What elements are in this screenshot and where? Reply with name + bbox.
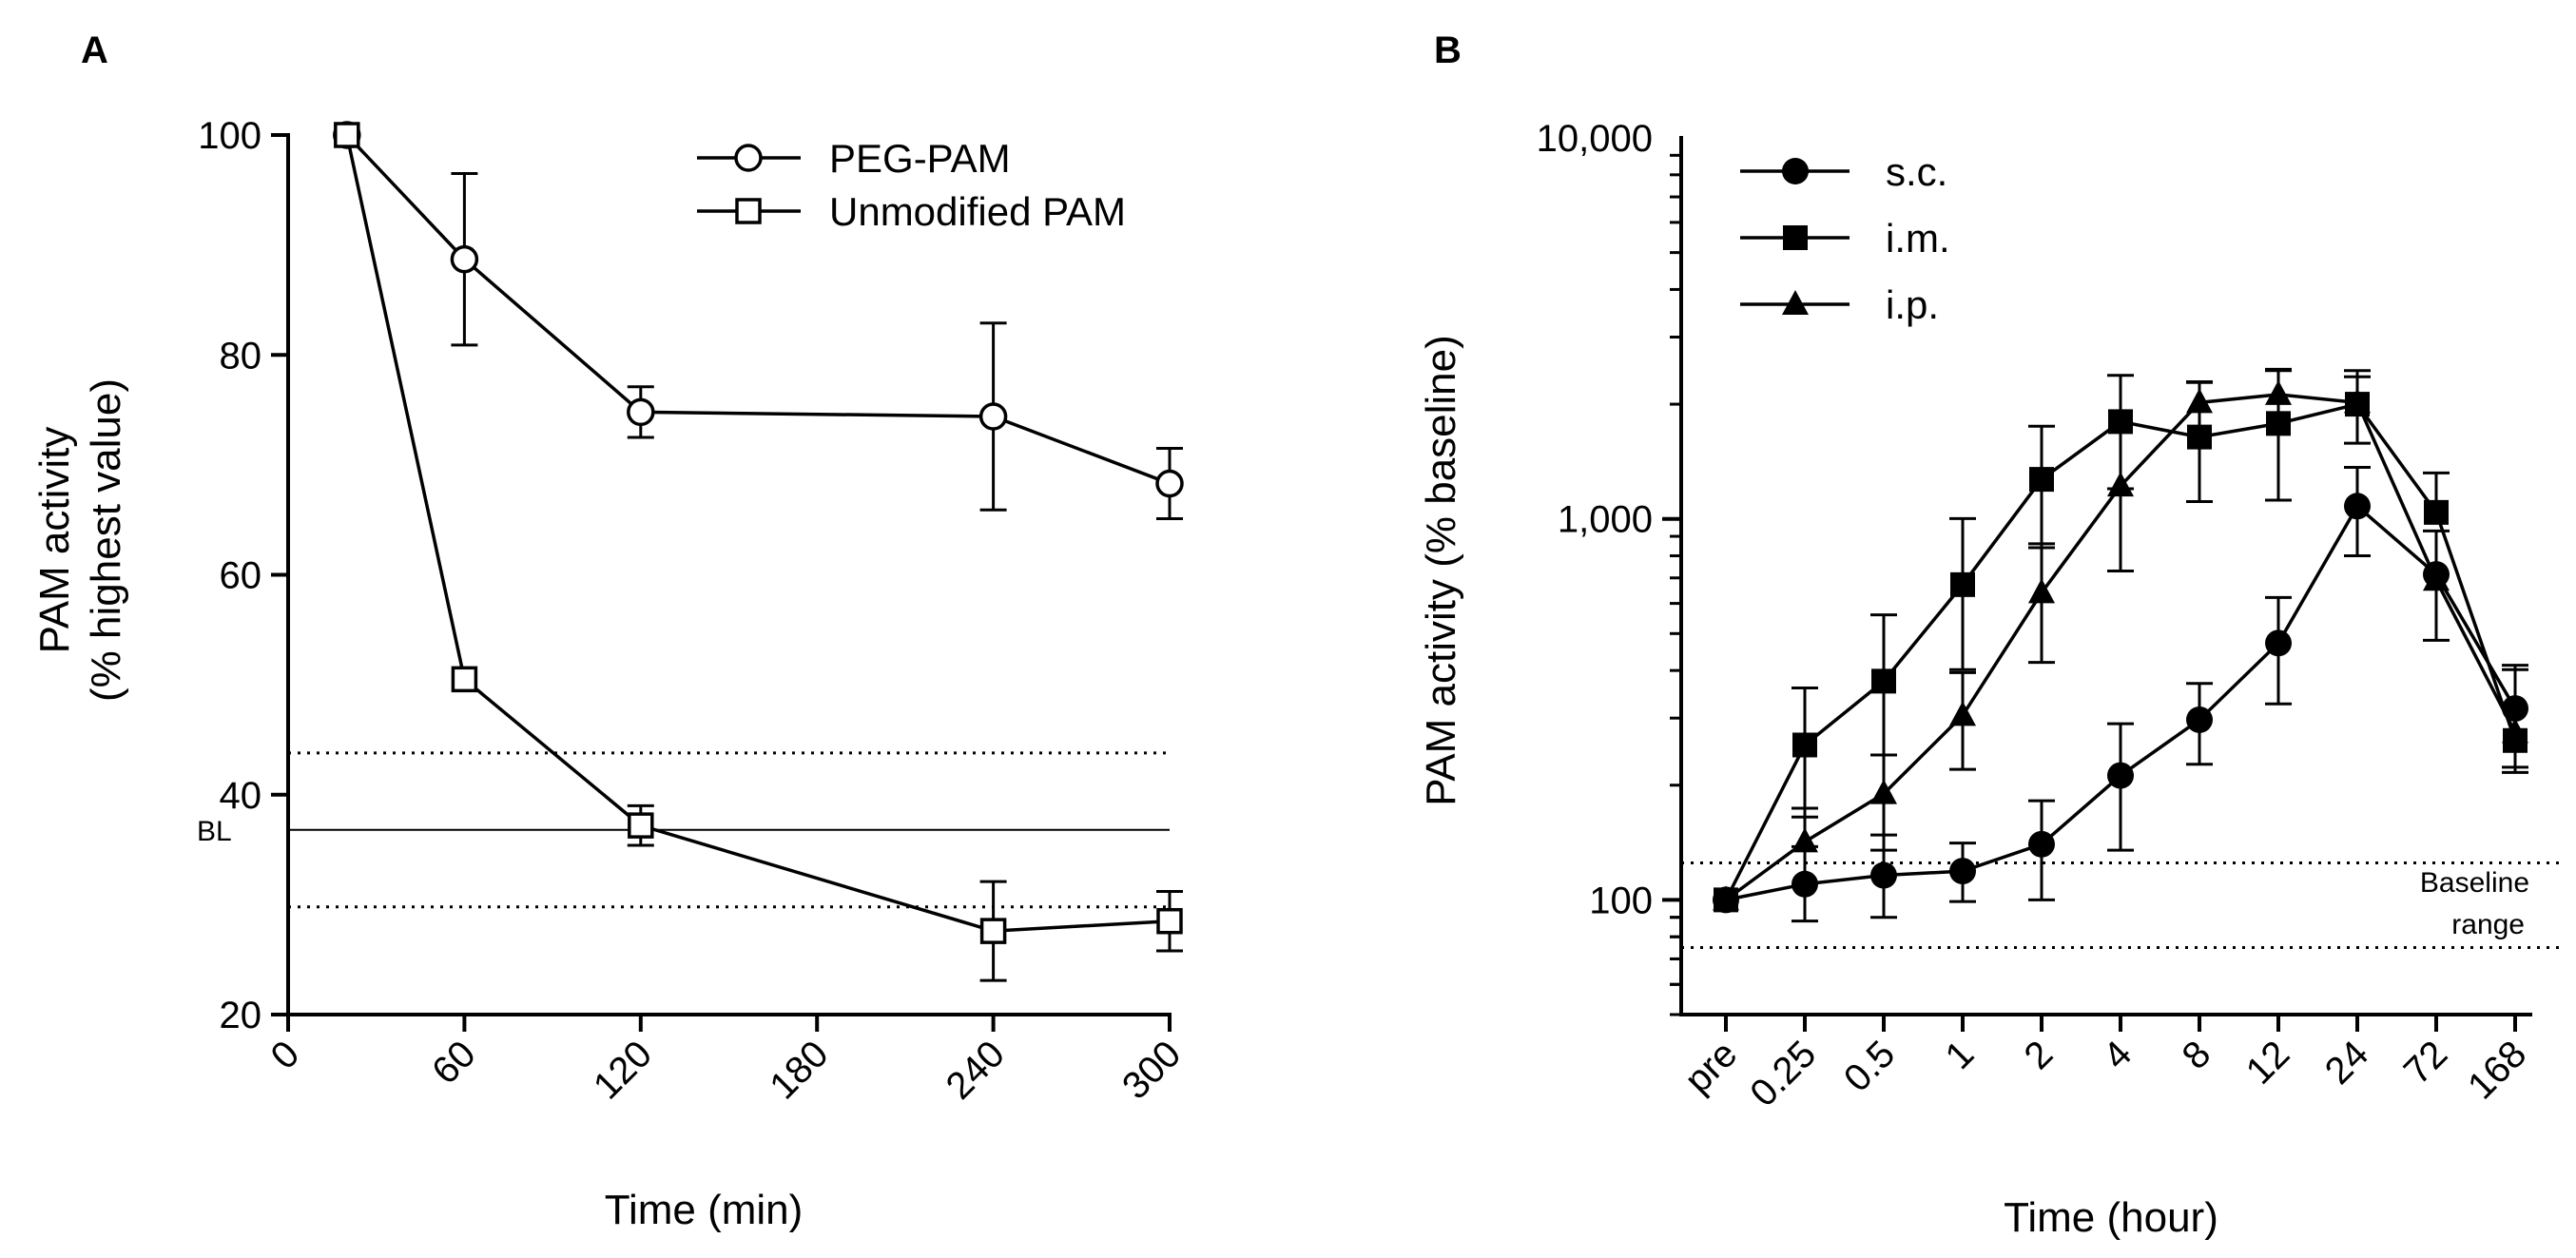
panel-a-y-tick-label: 40	[220, 775, 262, 817]
panel-b-series-i-p	[1713, 367, 2528, 911]
panel-a-x-tick-label: 240	[939, 1033, 1013, 1107]
panel-a-chart: A 20 40 60 80 100 0 60 120 180 240 300 PEG-PAM Unmo…	[31, 29, 1189, 1233]
panel-a-point-unmodified-pam	[1156, 907, 1183, 935]
panel-a-y-tick-label: 60	[220, 555, 262, 597]
panel-b-point-i-p	[2028, 578, 2055, 604]
panel-b-point-i-p	[2344, 388, 2371, 414]
panel-b-legend-label: i.p.	[1886, 282, 1939, 327]
panel-b-point-s-c	[1792, 870, 1818, 898]
panel-b-point-i-m	[1871, 668, 1896, 694]
panel-b-point-i-m	[1950, 571, 1975, 597]
panel-a-legend: PEG-PAM Unmodified PAM	[697, 136, 1126, 234]
panel-b-legend-marker-s-c	[1782, 158, 1809, 184]
panel-b-point-s-c	[2265, 629, 2292, 657]
panel-b-legend: s.c. i.m. i.p.	[1740, 149, 1950, 327]
panel-b-x-axis-title: Time (hour)	[2004, 1194, 2218, 1241]
panel-b-point-i-p	[2265, 379, 2292, 405]
panel-a-series-unmodified-pam	[334, 122, 1183, 982]
panel-a-x-tick-label: 300	[1114, 1033, 1189, 1107]
panel-a-point-unmodified-pam	[979, 918, 1007, 944]
panel-b-x-tick-label: 8	[2175, 1033, 2219, 1077]
panel-b-point-i-p	[1713, 885, 1739, 911]
panel-b-x-tick-label: 12	[2238, 1033, 2298, 1093]
panel-b-x-tick-label: 72	[2396, 1033, 2456, 1093]
panel-b-point-i-m	[1792, 732, 1817, 758]
panel-b-x-tick-label: 0.5	[1836, 1033, 1903, 1099]
panel-b-point-i-p	[2423, 566, 2450, 591]
panel-a-point-unmodified-pam	[451, 666, 478, 693]
panel-b-point-i-p	[2107, 472, 2134, 497]
panel-b-baseline-annotation-line2: range	[2451, 909, 2525, 940]
panel-a-point-peg-pam	[627, 397, 655, 427]
panel-a-point-peg-pam	[450, 244, 479, 274]
panel-b-y-tick-label: 10,000	[1537, 118, 1653, 160]
panel-a-point-unmodified-pam	[628, 812, 654, 839]
panel-b-legend-label: i.m.	[1886, 216, 1950, 261]
panel-b-x-tick-label: 0.25	[1742, 1033, 1824, 1114]
panel-a-axes: 20 40 60 80 100 0 60 120 180 240 300	[198, 115, 1189, 1108]
panel-a-legend-label: Unmodified PAM	[829, 189, 1126, 234]
panel-a-reference-lines	[288, 751, 1170, 909]
panel-b-point-s-c	[2107, 762, 2134, 789]
panel-a-series-line-peg-pam	[345, 133, 1171, 486]
panel-b-point-i-p	[2502, 718, 2528, 744]
panel-b-point-i-p	[1870, 779, 1897, 804]
panel-a-point-peg-pam	[978, 402, 1008, 431]
panel-a-legend-marker-peg-pam	[734, 144, 763, 172]
panel-b-point-i-m	[2187, 424, 2212, 450]
panel-b-series	[1713, 367, 2528, 923]
panel-a-baseline-label: BL	[197, 816, 232, 847]
panel-b-y-tick-label: 1,000	[1558, 499, 1653, 541]
panel-a-x-tick-label: 120	[586, 1033, 660, 1107]
panel-b-point-i-p	[1949, 701, 1976, 726]
panel-b-point-s-c	[2028, 830, 2055, 858]
panel-b-point-i-m	[2424, 499, 2449, 525]
panel-b-y-tick-label: 100	[1589, 880, 1653, 921]
panel-b-point-i-m	[2108, 409, 2133, 435]
panel-a-series-peg-pam	[333, 121, 1184, 521]
panel-b-legend-label: s.c.	[1886, 149, 1947, 194]
panel-a-label: A	[81, 29, 108, 71]
panel-b-point-i-p	[2186, 388, 2213, 414]
panel-a-y-tick-label: 100	[198, 115, 261, 157]
panel-a-y-axis-title-line2: (% highest value)	[83, 378, 129, 702]
panel-a-x-axis-title: Time (min)	[605, 1187, 804, 1233]
panel-a-y-tick-label: 80	[220, 335, 262, 377]
panel-b-x-tick-label: 1	[1938, 1033, 1983, 1077]
panel-a-y-tick-label: 20	[220, 995, 262, 1036]
panel-a-legend-marker-unmodified-pam	[735, 198, 762, 224]
panel-a-point-peg-pam	[1155, 469, 1184, 498]
panel-b-point-s-c	[2186, 706, 2213, 733]
panel-b-point-i-m	[2266, 411, 2291, 436]
panel-b-legend-marker-i-p	[1782, 290, 1809, 315]
panel-a-y-axis-title: PAM activity	[31, 427, 78, 654]
panel-a-point-unmodified-pam	[334, 122, 360, 148]
panel-b-point-i-p	[1792, 827, 1818, 853]
panel-a-x-tick-label: 0	[263, 1033, 308, 1077]
panel-b-point-s-c	[1870, 861, 1897, 889]
panel-a-series	[333, 121, 1184, 982]
panel-b-y-axis-title: PAM activity (% baseline)	[1418, 335, 1464, 806]
panel-b-legend-marker-i-m	[1783, 225, 1808, 250]
panel-b-point-i-m	[2029, 467, 2054, 493]
panel-a-legend-label: PEG-PAM	[829, 136, 1011, 181]
panel-b-x-tick-label: 24	[2317, 1033, 2377, 1093]
panel-b-point-s-c	[2344, 493, 2371, 520]
panel-b-x-tick-label: pre	[1676, 1033, 1745, 1101]
panel-b-baseline-annotation-line1: Baseline	[2420, 867, 2529, 899]
panel-b-label: B	[1434, 29, 1462, 71]
panel-a-x-tick-label: 180	[762, 1033, 836, 1107]
panel-b-x-tick-label: 168	[2460, 1033, 2534, 1107]
panel-b-x-tick-label: 2	[2017, 1033, 2062, 1077]
panel-b-point-s-c	[1949, 858, 1976, 885]
panel-a-x-tick-label: 60	[424, 1033, 484, 1093]
panel-b-x-tick-label: 4	[2096, 1033, 2140, 1077]
